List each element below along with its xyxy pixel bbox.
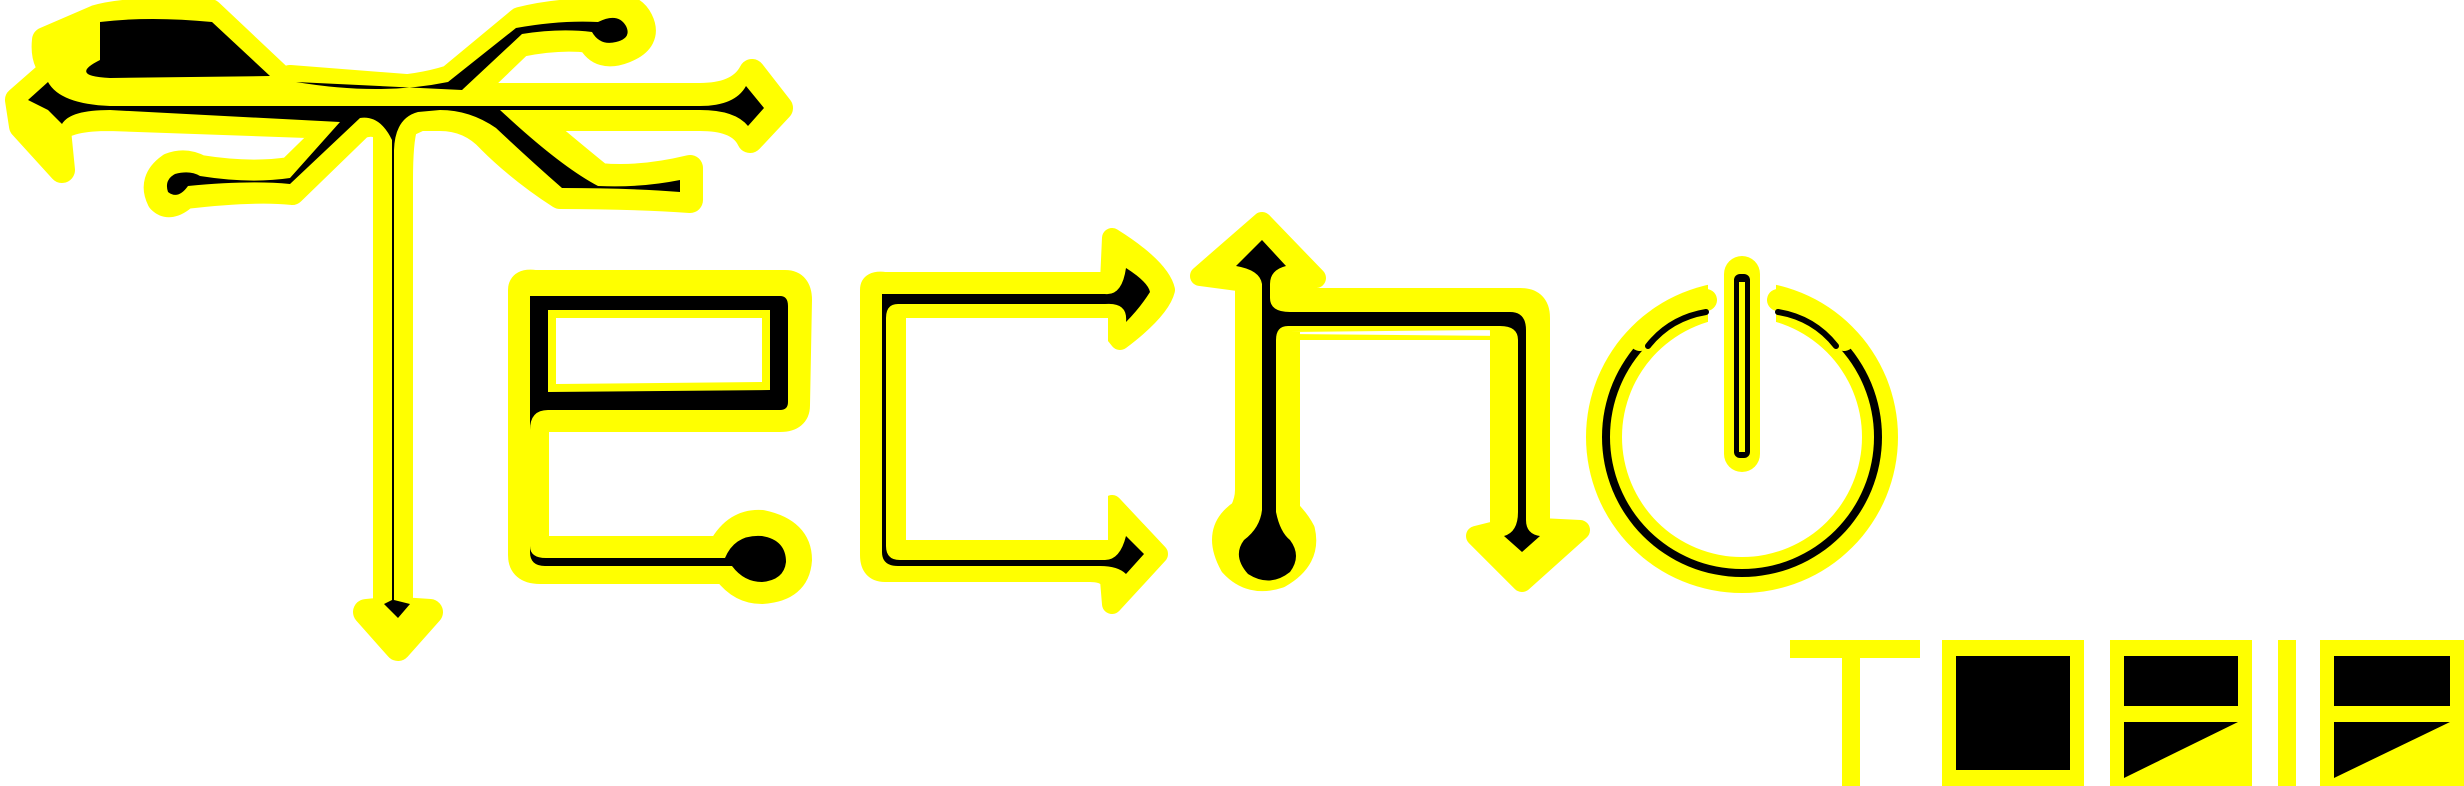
letter-n bbox=[1190, 212, 1590, 592]
power-icon bbox=[1586, 256, 1898, 593]
letter-e bbox=[508, 269, 812, 604]
tagline-topia bbox=[1790, 640, 2464, 786]
letter-t-circuit bbox=[5, 0, 793, 661]
letter-c bbox=[860, 228, 1175, 614]
